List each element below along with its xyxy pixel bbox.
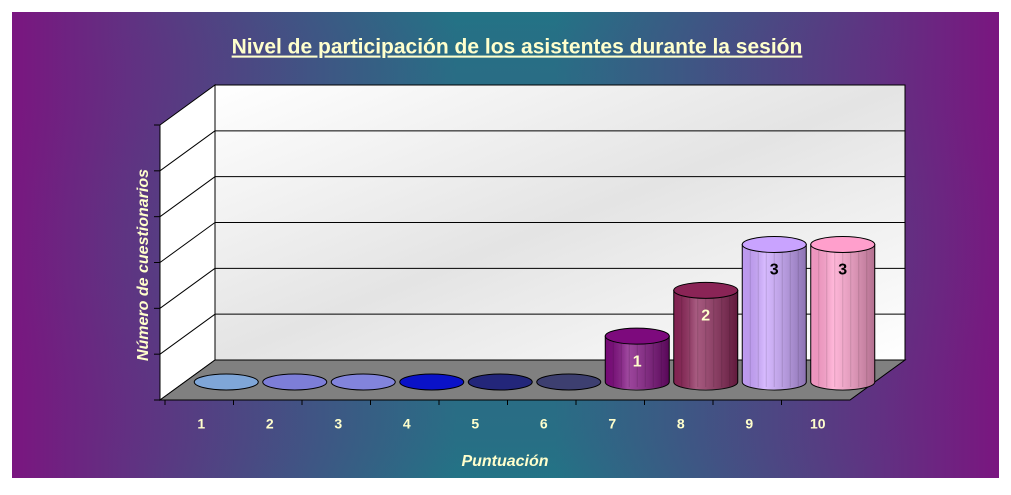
bar-top <box>673 281 739 299</box>
bar-top <box>810 236 876 253</box>
x-tick-label: 3 <box>334 416 342 432</box>
grid-line <box>159 222 216 263</box>
x-tick-label: 4 <box>403 416 411 432</box>
x-tick-label: 8 <box>677 416 685 432</box>
x-tick-label: 7 <box>608 416 616 432</box>
x-tick-label: 6 <box>540 416 548 432</box>
bar-shade <box>742 244 807 390</box>
bar-top <box>467 373 533 391</box>
bar-top <box>193 373 259 391</box>
data-label: 3 <box>770 262 779 279</box>
data-label: 2 <box>701 308 710 325</box>
bar-top <box>604 327 670 345</box>
bar-top <box>536 373 602 391</box>
bar-top <box>741 236 807 253</box>
bar-shade <box>605 336 670 390</box>
bar-shade <box>810 244 875 390</box>
grid-line <box>159 267 216 309</box>
bar-top <box>399 373 465 391</box>
x-tick-label: 9 <box>745 416 753 432</box>
x-tick-label: 5 <box>471 416 479 432</box>
bar-top <box>330 373 396 391</box>
grid-line <box>159 313 216 355</box>
bar-shade <box>673 290 738 390</box>
y-axis-label: Número de cuestionarios <box>135 169 152 361</box>
grid-line <box>159 176 216 218</box>
bar-top <box>262 373 328 391</box>
x-axis-label: Puntuación <box>461 453 548 470</box>
grid-line <box>159 130 216 172</box>
chart-title: Nivel de participación de los asistentes… <box>232 36 803 59</box>
x-tick-label: 2 <box>266 416 274 432</box>
data-label: 3 <box>838 262 847 279</box>
x-tick-label: 1 <box>197 416 205 432</box>
data-label: 1 <box>633 353 642 370</box>
x-tick-label: 10 <box>810 416 826 432</box>
